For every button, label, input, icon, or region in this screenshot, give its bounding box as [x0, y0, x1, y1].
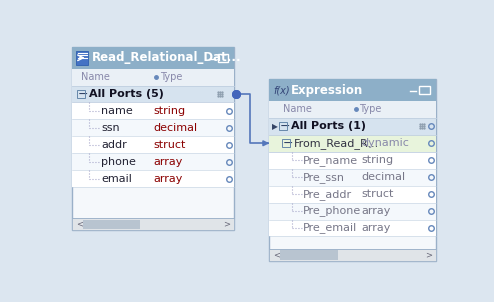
Text: addr: addr: [101, 140, 127, 150]
Text: phone: phone: [101, 157, 136, 167]
Bar: [269, 169, 436, 186]
Text: >: >: [223, 220, 230, 229]
Bar: [72, 47, 234, 69]
Bar: [72, 102, 234, 119]
Bar: [269, 118, 436, 135]
Text: Pre_email: Pre_email: [303, 223, 358, 233]
Bar: [282, 140, 290, 147]
Text: Pre_phone: Pre_phone: [303, 206, 362, 217]
Bar: [72, 47, 234, 230]
Bar: [72, 119, 234, 136]
Text: Name: Name: [82, 72, 110, 82]
Text: struct: struct: [362, 189, 394, 199]
Bar: [72, 69, 234, 85]
Bar: [279, 123, 287, 130]
Bar: [269, 79, 436, 101]
Bar: [419, 86, 429, 94]
Bar: [72, 153, 234, 170]
Text: decimal: decimal: [153, 123, 197, 133]
Text: All Ports (5): All Ports (5): [89, 89, 164, 99]
Text: array: array: [362, 206, 391, 216]
Text: email: email: [101, 174, 132, 184]
Text: f(x): f(x): [273, 85, 290, 95]
Text: array: array: [153, 157, 182, 167]
Bar: [269, 152, 436, 169]
Text: <: <: [76, 220, 83, 229]
Text: Read_Relational_Dat...: Read_Relational_Dat...: [92, 51, 242, 64]
Bar: [269, 249, 436, 261]
Text: Pre_ssn: Pre_ssn: [303, 172, 345, 183]
Text: Pre_name: Pre_name: [303, 155, 358, 166]
Bar: [269, 220, 436, 236]
Text: Type: Type: [359, 104, 381, 114]
Text: Type: Type: [160, 72, 182, 82]
Bar: [280, 250, 338, 259]
Text: >: >: [425, 250, 432, 259]
Text: <: <: [273, 250, 280, 259]
Bar: [83, 220, 140, 229]
Bar: [72, 85, 234, 102]
Text: −: −: [78, 88, 88, 101]
Text: array: array: [153, 174, 182, 184]
Text: ▶: ▶: [272, 122, 278, 131]
Text: −: −: [283, 137, 293, 150]
Bar: [77, 90, 85, 98]
Text: −: −: [279, 120, 290, 133]
Text: array: array: [362, 223, 391, 233]
Bar: [76, 51, 88, 65]
Text: dynamic: dynamic: [362, 138, 410, 148]
Text: ssn: ssn: [101, 123, 120, 133]
Text: name: name: [101, 106, 133, 116]
Bar: [269, 79, 436, 261]
Bar: [218, 54, 228, 62]
Text: struct: struct: [153, 140, 185, 150]
Text: decimal: decimal: [362, 172, 406, 182]
Bar: [72, 170, 234, 187]
Text: string: string: [362, 155, 394, 165]
Bar: [72, 136, 234, 153]
Bar: [269, 186, 436, 203]
Text: string: string: [153, 106, 185, 116]
Bar: [72, 218, 234, 230]
Bar: [269, 203, 436, 220]
Bar: [269, 101, 436, 118]
Text: From_Read_R...: From_Read_R...: [294, 138, 379, 149]
Text: Expression: Expression: [291, 84, 363, 97]
Text: Name: Name: [283, 104, 312, 114]
Text: Pre_addr: Pre_addr: [303, 189, 352, 200]
Text: All Ports (1): All Ports (1): [291, 121, 366, 131]
Bar: [269, 135, 436, 152]
